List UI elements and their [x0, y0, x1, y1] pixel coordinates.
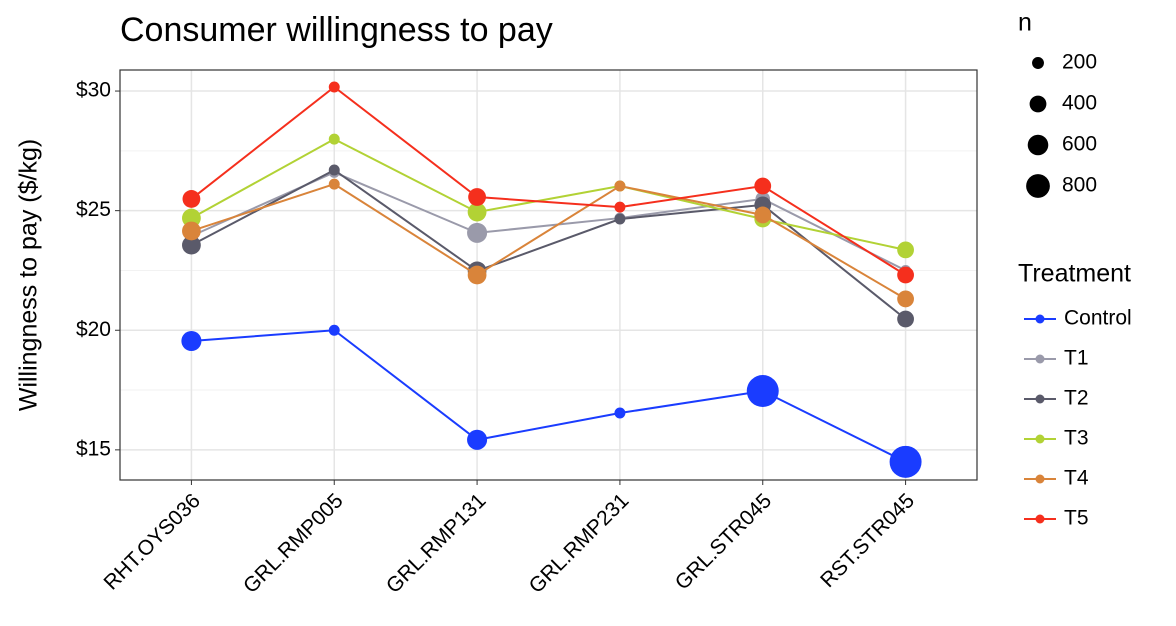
size-legend-label: 800: [1062, 174, 1097, 197]
panel-border: [119, 69, 978, 481]
y-tick-label: $15: [76, 437, 111, 460]
legend-key-point: [1035, 314, 1045, 324]
point: [181, 330, 202, 352]
legend-key-point: [1035, 394, 1045, 404]
legend-title: Treatment: [1018, 260, 1131, 288]
point: [754, 177, 772, 195]
legend-label: T4: [1064, 467, 1089, 490]
point: [467, 202, 487, 222]
point: [614, 201, 626, 213]
point: [468, 188, 486, 206]
point: [328, 324, 340, 336]
point: [889, 445, 922, 478]
x-tick-label: RST.STR045: [816, 489, 919, 592]
point: [467, 265, 487, 285]
legend-key-point: [1035, 354, 1045, 364]
size-legend-key: [1029, 95, 1047, 113]
point: [897, 266, 914, 284]
x-tick-label: GRL.RMP231: [525, 489, 634, 598]
line: [191, 329, 907, 463]
point: [182, 208, 201, 228]
chart-title: Consumer willingness to pay: [120, 11, 553, 49]
point: [182, 235, 201, 255]
x-tick-label: GRL.RMP005: [239, 489, 348, 598]
line: [191, 171, 907, 272]
point: [328, 178, 340, 190]
point: [467, 222, 488, 243]
point: [614, 180, 626, 192]
point: [897, 241, 914, 259]
point: [182, 221, 201, 241]
size-legend-title: n: [1018, 9, 1032, 37]
legend-label: T1: [1064, 347, 1089, 370]
size-legend-label: 600: [1062, 133, 1097, 156]
y-tick-label: $30: [76, 79, 111, 102]
point: [614, 407, 626, 419]
point: [328, 164, 340, 176]
y-axis-label: Willingness to pay ($/kg): [15, 139, 43, 411]
legend-key-point: [1035, 434, 1045, 444]
point: [746, 375, 779, 408]
point: [328, 133, 340, 145]
x-tick-label: GRL.STR045: [671, 489, 776, 594]
legend-key-point: [1035, 474, 1045, 484]
y-tick-label: $25: [76, 198, 111, 221]
size-legend-key: [1026, 174, 1050, 198]
legend-label: Control: [1064, 307, 1132, 330]
size-legend-label: 400: [1062, 92, 1097, 115]
line: [190, 137, 906, 251]
legend-label: T2: [1064, 387, 1089, 410]
grid: [120, 70, 977, 480]
x-tick-label: RHT.OYS036: [99, 489, 204, 594]
x-tick-label: GRL.RMP131: [382, 489, 491, 598]
line: [190, 168, 907, 320]
legend-label: T3: [1064, 427, 1089, 450]
line: [190, 85, 907, 276]
line: [191, 183, 907, 300]
point: [328, 81, 340, 93]
size-legend-label: 200: [1062, 51, 1097, 74]
legend-key-point: [1035, 514, 1045, 524]
point: [897, 310, 914, 328]
point: [897, 290, 914, 308]
size-legend-key: [1027, 134, 1049, 156]
point: [182, 190, 201, 208]
y-tick-label: $20: [76, 318, 111, 341]
legend-label: T5: [1064, 507, 1089, 530]
size-legend-key: [1032, 57, 1044, 69]
point: [754, 206, 772, 224]
point: [614, 213, 626, 225]
point: [467, 429, 488, 450]
